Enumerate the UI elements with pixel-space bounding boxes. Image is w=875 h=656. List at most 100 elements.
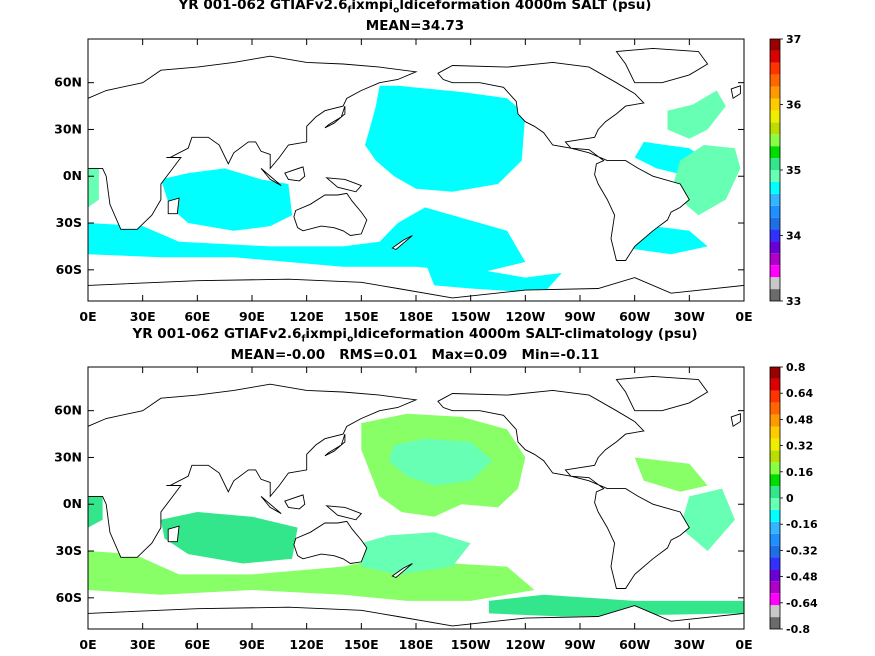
colorbar-swatch	[770, 86, 780, 99]
map1-colorbar: 37 36 35 34 33	[769, 33, 802, 308]
x-tick-label: 0E	[735, 637, 752, 652]
colorbar-swatch	[770, 617, 780, 629]
coastline	[87, 55, 418, 230]
coastline	[87, 383, 418, 558]
x-tick-label: 90W	[564, 637, 595, 652]
x-tick-label: 0E	[79, 309, 96, 324]
coastline	[730, 85, 741, 100]
map1-subtitle: MEAN=34.73	[365, 18, 465, 34]
field-region	[88, 488, 103, 528]
x-tick-label: 150W	[451, 637, 491, 652]
field-region	[488, 594, 744, 617]
field-region	[425, 262, 562, 294]
colorbar-label: 0.32	[786, 440, 813, 453]
map2-anomaly-field	[88, 413, 744, 617]
coastline	[437, 389, 690, 589]
coastline	[324, 105, 346, 129]
colorbar-swatch	[770, 426, 780, 439]
y-tick-label: 60S	[56, 262, 82, 277]
x-tick-label: 120W	[505, 309, 545, 324]
field-region	[365, 85, 526, 192]
coastline	[324, 433, 346, 457]
x-tick-label: 0E	[735, 309, 752, 324]
field-region	[88, 207, 526, 273]
colorbar-swatch	[770, 450, 780, 463]
colorbar-swatch	[770, 62, 780, 75]
x-tick-label: 120E	[289, 309, 324, 324]
colorbar-swatch	[770, 74, 780, 87]
colorbar-swatch	[770, 414, 780, 427]
colorbar-swatch	[770, 193, 780, 206]
colorbar-swatch	[770, 557, 780, 570]
colorbar-swatch	[770, 158, 780, 170]
colorbar-label: -0.32	[786, 544, 818, 557]
colorbar-swatch	[770, 533, 780, 546]
colorbar-swatch	[770, 367, 780, 379]
colorbar-swatch	[770, 146, 780, 159]
colorbar-label: 0.64	[786, 387, 813, 400]
colorbar-swatch	[770, 438, 780, 451]
colorbar-label: 0.48	[786, 413, 813, 426]
colorbar-label: -0.16	[786, 518, 818, 531]
x-tick-label: 180E	[399, 637, 434, 652]
colorbar-swatch	[770, 181, 780, 194]
coastline	[615, 375, 709, 412]
x-tick-label: 120W	[505, 637, 545, 652]
field-region	[388, 438, 493, 486]
colorbar-swatch	[770, 98, 780, 111]
colorbar-swatch	[770, 229, 780, 242]
colorbar-swatch	[770, 50, 780, 63]
colorbar-swatch	[770, 134, 780, 147]
colorbar-swatch	[770, 205, 780, 218]
colorbar-swatch	[770, 486, 780, 498]
map2-subtitle: MEAN=-0.00 RMS=0.01 Max=0.09 Min=-0.11	[230, 347, 600, 363]
map1-y-axis: 60N 30N 0N 30S 60S	[54, 75, 744, 277]
colorbar-swatch	[770, 217, 780, 230]
colorbar-swatch	[770, 509, 780, 522]
colorbar-label: -0.8	[786, 623, 810, 636]
map2-colorbar: 0.8 0.64 0.48 0.32 0.16 0 -0.16 -0.32 -0.48 -0.64…	[769, 361, 818, 636]
x-tick-label: 60E	[184, 309, 210, 324]
colorbar-swatch	[770, 277, 780, 290]
field-region	[160, 512, 298, 564]
field-region	[160, 168, 293, 231]
field-region	[667, 90, 726, 139]
colorbar-label: 0	[786, 492, 794, 505]
coastline	[260, 496, 282, 514]
coastline	[325, 505, 363, 521]
coastline	[293, 520, 368, 564]
field-region	[88, 551, 535, 601]
colorbar-label: 34	[786, 230, 802, 243]
colorbar-swatch	[770, 605, 780, 618]
colorbar-swatch	[770, 253, 780, 266]
y-tick-label: 60N	[54, 75, 82, 90]
x-tick-label: 30W	[674, 309, 705, 324]
colorbar-swatch	[770, 378, 780, 391]
colorbar-swatch	[770, 581, 780, 594]
colorbar-swatch	[770, 521, 780, 534]
x-tick-label: 180E	[399, 309, 434, 324]
coastline	[730, 413, 741, 428]
x-tick-label: 60W	[619, 309, 650, 324]
y-tick-label: 30S	[56, 215, 82, 230]
y-tick-label: 0N	[63, 168, 82, 183]
map1-x-axis: 0E 30E 60E 90E 120E 150E 180E 150W 120W 90W 60W 30W…	[79, 39, 753, 324]
colorbar-swatch	[770, 474, 780, 487]
y-tick-label: 30N	[54, 449, 82, 464]
coastline	[284, 494, 306, 510]
colorbar-label: -0.64	[786, 597, 818, 610]
x-tick-label: 30E	[130, 309, 156, 324]
colorbar-swatch	[770, 390, 780, 403]
colorbar-label: 37	[786, 33, 801, 46]
y-tick-label: 30N	[54, 121, 82, 136]
map2-chart: 0E 30E 60E 90E 120E 150E 180E 150W 120W 90W 60W 30W…	[54, 361, 818, 652]
x-tick-label: 90E	[239, 309, 265, 324]
x-tick-label: 150W	[451, 309, 491, 324]
coastline	[325, 177, 363, 193]
coastline	[391, 235, 413, 251]
colorbar-swatch	[770, 545, 780, 558]
colorbar-swatch	[770, 241, 780, 254]
coastline	[284, 166, 306, 182]
x-tick-label: 0E	[79, 637, 96, 652]
x-tick-label: 150E	[344, 637, 379, 652]
